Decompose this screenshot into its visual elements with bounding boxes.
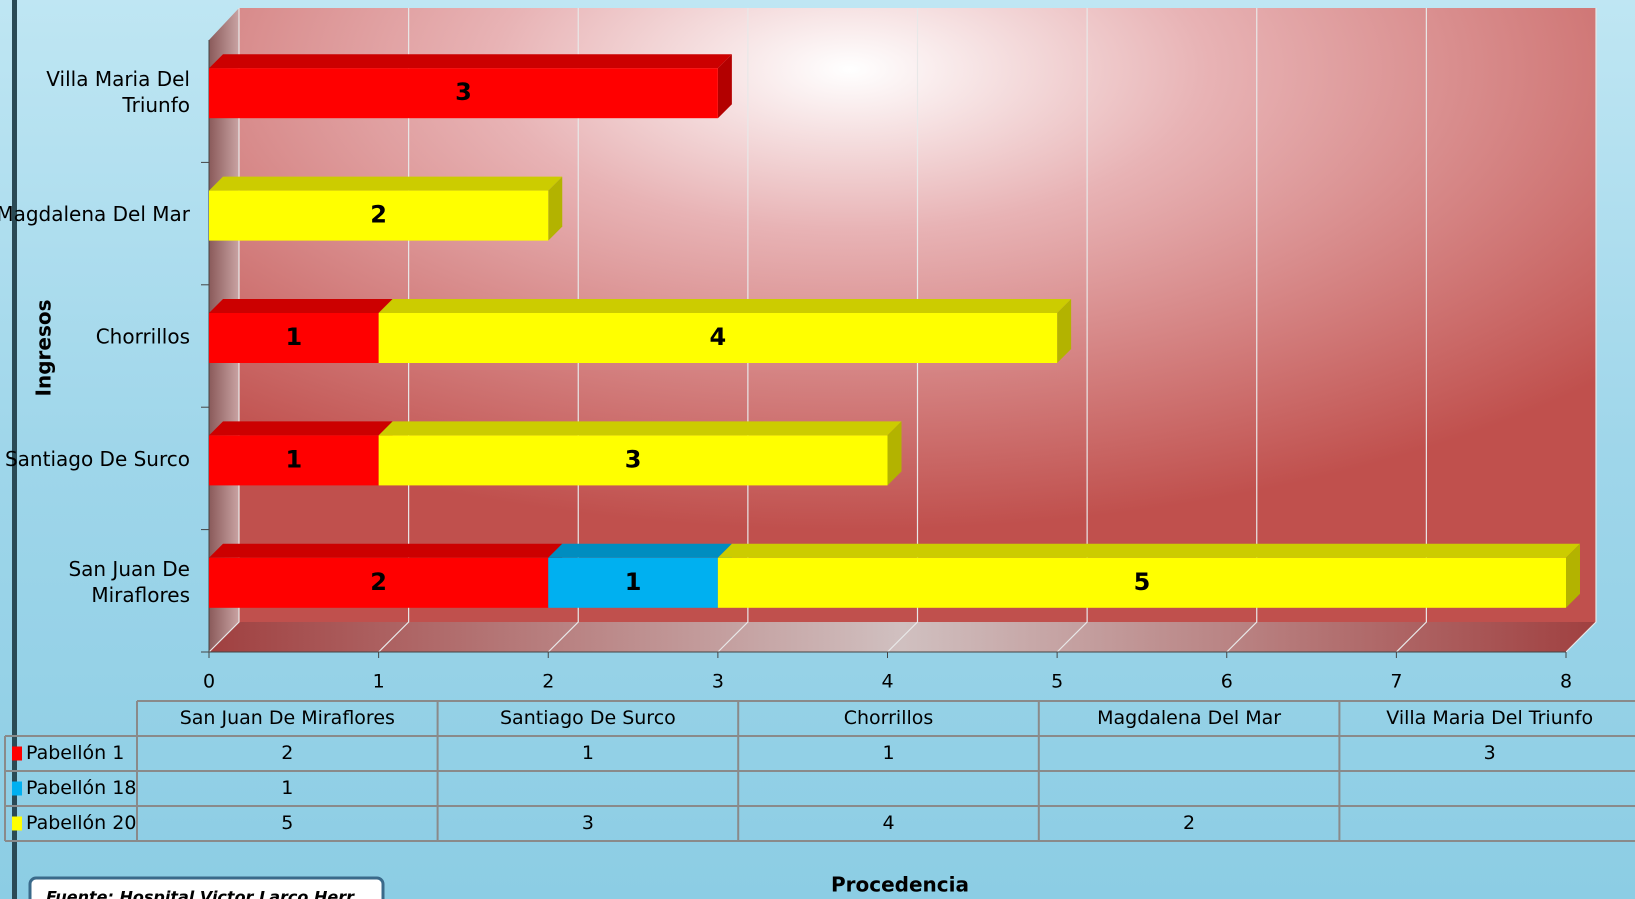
grid-line bbox=[1395, 8, 1427, 653]
legend-label: Pabellón 20 bbox=[26, 812, 136, 834]
grid-line bbox=[1565, 8, 1597, 653]
data-label: 1 bbox=[285, 323, 302, 351]
data-label: 4 bbox=[710, 323, 727, 351]
bar-top bbox=[717, 543, 1580, 558]
x-tick-label: 1 bbox=[373, 671, 385, 693]
y-tick-label: Villa Maria Del Triunfo bbox=[46, 67, 190, 117]
table-header: San Juan De Miraflores bbox=[180, 707, 395, 729]
data-label: 5 bbox=[1134, 568, 1151, 596]
bar bbox=[209, 68, 718, 119]
bar bbox=[378, 313, 1058, 363]
bar-top bbox=[378, 299, 1072, 313]
y-axis-title: Ingresos bbox=[32, 300, 56, 397]
bar-side bbox=[1057, 299, 1072, 363]
y-tick-label: Santiago De Surco bbox=[5, 447, 190, 471]
x-tick-label: 0 bbox=[203, 671, 215, 693]
bar-side bbox=[717, 54, 732, 119]
x-tick-label: 7 bbox=[1390, 671, 1402, 693]
plot-area: 0 1 2 3 4 5 6 7 8 San Juan De Miraflores Santiago D… bbox=[0, 8, 1635, 842]
bar-side bbox=[887, 421, 902, 486]
left-border bbox=[12, 0, 17, 899]
bar-top bbox=[378, 421, 902, 436]
x-tick-label: 6 bbox=[1221, 671, 1233, 693]
table-header: Santiago De Surco bbox=[500, 707, 676, 729]
bar-side bbox=[548, 176, 563, 241]
legend-swatch bbox=[12, 781, 22, 796]
y-tick-label: San Juan De Miraflores bbox=[68, 556, 190, 606]
bar bbox=[209, 557, 549, 608]
bar bbox=[209, 313, 379, 363]
table-cell: 1 bbox=[281, 777, 293, 799]
grid-line bbox=[1226, 8, 1258, 653]
data-label: 2 bbox=[370, 201, 387, 229]
data-label: 2 bbox=[370, 568, 387, 596]
data-label: 3 bbox=[455, 78, 472, 106]
grid-line bbox=[887, 8, 919, 653]
source-box bbox=[28, 876, 385, 899]
legend-label: Pabellón 18 bbox=[26, 777, 136, 799]
table-cell: 3 bbox=[582, 812, 594, 834]
table-header: Villa Maria Del Triunfo bbox=[1386, 707, 1593, 729]
data-label: 1 bbox=[625, 568, 642, 596]
grid-line bbox=[547, 8, 579, 653]
x-tick-label: 4 bbox=[881, 671, 893, 693]
x-tick-label: 2 bbox=[542, 671, 554, 693]
bar-side bbox=[1566, 543, 1580, 608]
legend-label: Pabellón 1 bbox=[26, 742, 124, 764]
legend-swatch bbox=[12, 746, 22, 761]
bar-top bbox=[209, 54, 732, 69]
bar-top bbox=[209, 543, 563, 558]
bar bbox=[209, 435, 379, 486]
data-label: 1 bbox=[285, 445, 302, 473]
bar-top bbox=[209, 176, 563, 191]
x-tick-label: 8 bbox=[1560, 671, 1572, 693]
bar-top bbox=[209, 299, 393, 313]
x-tick-label: 5 bbox=[1051, 671, 1063, 693]
x-axis-title: Procedencia bbox=[831, 873, 969, 897]
grid-line bbox=[717, 8, 749, 653]
legend-swatch bbox=[12, 816, 22, 831]
table-cell: 1 bbox=[582, 742, 594, 764]
table-header: Magdalena Del Mar bbox=[1097, 707, 1281, 729]
bar bbox=[548, 557, 718, 608]
table-cell: 5 bbox=[281, 812, 293, 834]
table-cell: 1 bbox=[882, 742, 894, 764]
table-cell: 3 bbox=[1484, 742, 1496, 764]
y-tick-label: Chorrillos bbox=[96, 325, 190, 349]
bar-top bbox=[548, 543, 732, 558]
x-tick-label: 3 bbox=[712, 671, 724, 693]
grid-line bbox=[1056, 8, 1088, 653]
bar-top bbox=[209, 421, 393, 436]
bar bbox=[378, 435, 888, 486]
data-label: 3 bbox=[625, 445, 642, 473]
bar bbox=[717, 557, 1566, 608]
table-cell: 2 bbox=[1183, 812, 1195, 834]
source-text: Fuente: Hospital Victor Larco Herr bbox=[46, 888, 355, 899]
table-header: Chorrillos bbox=[844, 707, 934, 729]
table-cell: 4 bbox=[882, 812, 894, 834]
bar bbox=[209, 190, 549, 241]
table-cell: 2 bbox=[281, 742, 293, 764]
y-tick-label: Magdalena Del Mar bbox=[0, 202, 191, 226]
